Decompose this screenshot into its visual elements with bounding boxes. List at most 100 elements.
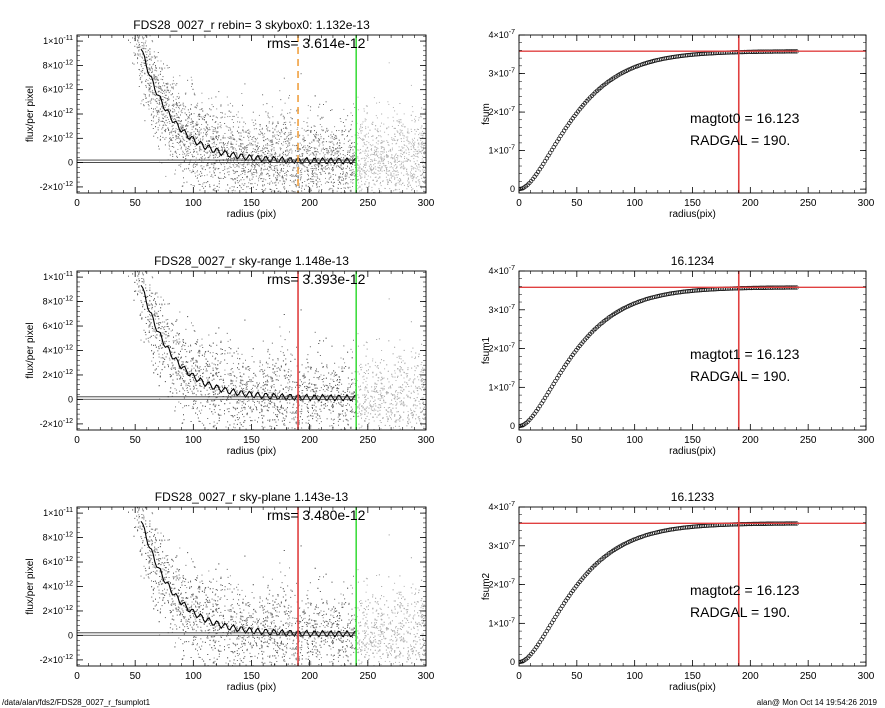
- scatter-points: [128, 271, 426, 430]
- data-point: [153, 63, 155, 65]
- data-point: [306, 152, 308, 154]
- data-point: [312, 152, 314, 154]
- data-point: [189, 149, 191, 150]
- data-point: [359, 128, 360, 130]
- data-point: [190, 108, 191, 110]
- data-point: [379, 161, 381, 163]
- data-point: [264, 163, 265, 165]
- data-point: [340, 191, 342, 193]
- data-point: [138, 44, 140, 45]
- data-point: [351, 173, 353, 175]
- data-point: [378, 135, 380, 137]
- data-point: [295, 150, 296, 152]
- data-point: [183, 182, 185, 184]
- data-point: [166, 112, 168, 114]
- data-point: [187, 155, 189, 157]
- data-point: [311, 152, 313, 154]
- data-point: [223, 147, 225, 148]
- data-point: [313, 181, 315, 183]
- data-point: [336, 190, 338, 192]
- data-point: [194, 143, 196, 145]
- data-point: [305, 185, 307, 187]
- data-point: [359, 137, 361, 139]
- data-point: [182, 170, 184, 172]
- y-tick-label: 8×10-12: [43, 59, 74, 70]
- data-point: [261, 172, 263, 174]
- data-point: [352, 174, 354, 176]
- data-point: [241, 147, 243, 149]
- data-point: [338, 139, 340, 141]
- data-point: [394, 155, 395, 157]
- data-point: [397, 182, 399, 184]
- data-point: [137, 62, 138, 64]
- data-point: [347, 163, 349, 164]
- data-point: [387, 161, 389, 163]
- data-point: [383, 159, 384, 161]
- data-point: [214, 146, 216, 147]
- data-point: [148, 88, 150, 90]
- data-point: [380, 142, 382, 144]
- data-point: [401, 129, 403, 131]
- data-point: [387, 184, 389, 185]
- data-point: [366, 133, 368, 135]
- data-point: [249, 180, 251, 181]
- data-point: [282, 180, 284, 182]
- data-point: [256, 150, 258, 152]
- data-point: [381, 140, 383, 142]
- data-point: [207, 142, 209, 144]
- data-point: [314, 125, 316, 127]
- data-point: [172, 76, 174, 78]
- data-point: [391, 143, 393, 145]
- data-point: [189, 132, 191, 134]
- data-point: [374, 145, 376, 147]
- data-point: [215, 154, 217, 156]
- data-point: [283, 141, 285, 143]
- data-point: [216, 108, 218, 110]
- data-point: [360, 127, 362, 129]
- data-point: [192, 88, 194, 90]
- data-point: [415, 170, 417, 172]
- data-point: [248, 158, 250, 160]
- data-point: [271, 141, 273, 143]
- data-point: [386, 151, 387, 153]
- data-point: [162, 99, 163, 101]
- data-point: [268, 170, 270, 172]
- data-point: [326, 129, 328, 131]
- data-point: [304, 188, 305, 190]
- data-point: [345, 182, 347, 183]
- data-point: [269, 140, 271, 142]
- data-point: [397, 139, 399, 141]
- data-point: [178, 116, 180, 118]
- data-point: [336, 143, 338, 145]
- data-point: [366, 150, 368, 152]
- data-point: [354, 107, 356, 108]
- data-point: [148, 68, 150, 70]
- data-point: [286, 147, 288, 148]
- data-point: [379, 167, 381, 169]
- data-point: [155, 81, 157, 83]
- data-point: [292, 144, 294, 146]
- data-point: [156, 56, 158, 58]
- data-point: [396, 174, 398, 176]
- data-point: [222, 142, 224, 144]
- data-point: [375, 168, 377, 170]
- data-point: [420, 143, 422, 145]
- data-point: [209, 171, 211, 173]
- data-point: [157, 74, 159, 76]
- data-point: [222, 170, 224, 171]
- data-point: [363, 171, 365, 173]
- data-point: [318, 138, 320, 140]
- data-point: [324, 167, 326, 169]
- data-point: [162, 117, 164, 119]
- data-point: [332, 146, 334, 148]
- data-point: [373, 172, 375, 174]
- data-point: [327, 163, 329, 165]
- data-point: [285, 127, 287, 129]
- data-point: [368, 132, 369, 134]
- data-point: [245, 166, 246, 168]
- data-point: [134, 38, 135, 40]
- data-point: [413, 151, 415, 153]
- data-point: [280, 128, 282, 130]
- data-point: [184, 108, 186, 110]
- data-point: [340, 183, 342, 185]
